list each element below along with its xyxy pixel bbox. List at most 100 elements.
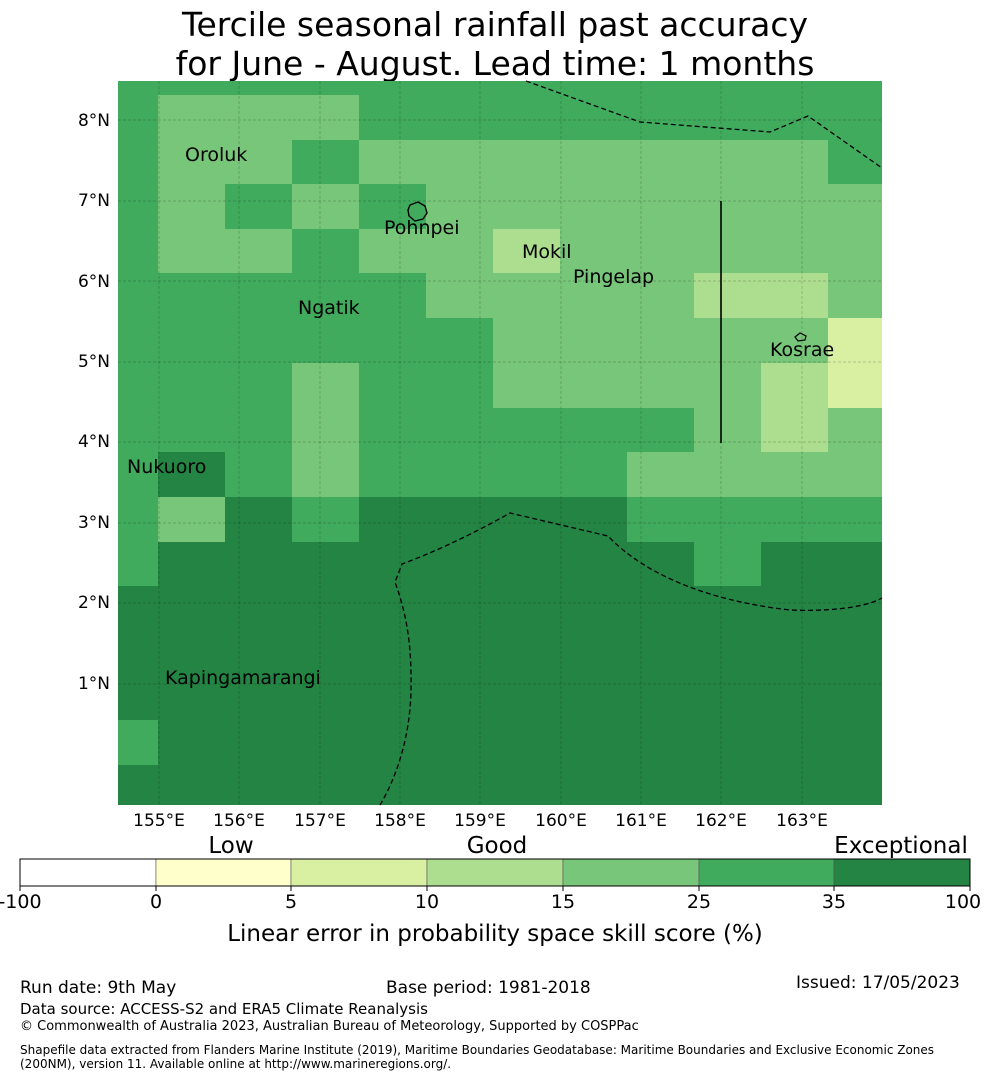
skill-cell bbox=[118, 765, 158, 805]
skill-cell bbox=[828, 318, 882, 363]
skill-cell bbox=[359, 765, 426, 805]
skill-cell bbox=[694, 675, 761, 720]
skill-cell bbox=[158, 497, 225, 542]
skill-cell bbox=[493, 586, 560, 631]
skill-cell bbox=[627, 81, 694, 95]
colorbar-tick-label: 5 bbox=[285, 891, 297, 913]
colorbar-tick-label: 100 bbox=[945, 891, 981, 913]
skill-cell bbox=[359, 586, 426, 631]
skill-cell bbox=[694, 140, 761, 184]
lat-tick-label: 1°N bbox=[78, 674, 110, 694]
skill-cell bbox=[493, 95, 560, 140]
skill-cell bbox=[493, 318, 560, 363]
colorbar-tick-label: 15 bbox=[551, 891, 575, 913]
skill-cell bbox=[158, 765, 225, 805]
skill-cell bbox=[761, 586, 828, 631]
skill-cell bbox=[225, 542, 292, 586]
skill-cell bbox=[225, 452, 292, 497]
shapefile-credit-line-1: Shapefile data extracted from Flanders M… bbox=[20, 1043, 935, 1057]
lat-tick-label: 4°N bbox=[78, 432, 110, 452]
skill-cell bbox=[627, 720, 694, 765]
data-source: Data source: ACCESS-S2 and ERA5 Climate … bbox=[20, 1000, 428, 1018]
skill-cell bbox=[694, 497, 761, 542]
lon-tick-label: 161°E bbox=[615, 811, 667, 831]
skill-cell bbox=[158, 542, 225, 586]
skill-cell bbox=[493, 140, 560, 184]
skill-cell bbox=[158, 229, 225, 273]
skill-cell bbox=[118, 273, 158, 318]
colorbar-swatch bbox=[290, 858, 428, 887]
skill-cell bbox=[158, 363, 225, 408]
place-label-oroluk: Oroluk bbox=[185, 144, 247, 166]
skill-cell bbox=[359, 229, 426, 273]
lon-tick-label: 163°E bbox=[776, 811, 828, 831]
skill-cell bbox=[118, 452, 158, 497]
colorbar-tick-label: 25 bbox=[687, 891, 711, 913]
latitude-axis: 8°N 7°N 6°N 5°N 4°N 3°N 2°N 1°N bbox=[78, 111, 110, 694]
skill-cell bbox=[627, 542, 694, 586]
skill-cell bbox=[828, 631, 882, 675]
colorbar-legend: Low Good Exceptional -100 0 5 10 15 25 3… bbox=[0, 833, 981, 947]
skill-cell bbox=[292, 229, 359, 273]
skill-cell bbox=[761, 140, 828, 184]
colorbar-swatch bbox=[698, 858, 835, 887]
skill-cell bbox=[225, 318, 292, 363]
lon-tick-label: 160°E bbox=[535, 811, 587, 831]
skill-cell bbox=[225, 81, 292, 95]
skill-cell bbox=[426, 363, 493, 408]
skill-cell bbox=[493, 81, 560, 95]
skill-cell bbox=[426, 81, 493, 95]
skill-cell bbox=[118, 95, 158, 140]
skill-cell bbox=[828, 363, 882, 408]
skill-cell bbox=[493, 363, 560, 408]
skill-cell bbox=[292, 586, 359, 631]
skill-cell bbox=[426, 229, 493, 273]
skill-cell bbox=[426, 542, 493, 586]
skill-cell bbox=[560, 497, 627, 542]
colorbar-frame bbox=[19, 858, 971, 887]
skill-cell bbox=[359, 408, 426, 452]
skill-cell bbox=[292, 140, 359, 184]
skill-cell bbox=[627, 631, 694, 675]
skill-cell bbox=[225, 140, 292, 184]
colorbar-swatch bbox=[833, 858, 971, 887]
place-label-nukuoro: Nukuoro bbox=[127, 456, 206, 478]
skill-cell bbox=[118, 497, 158, 542]
place-label-ngatik: Ngatik bbox=[298, 297, 360, 319]
skill-cell bbox=[627, 318, 694, 363]
skill-cell bbox=[359, 631, 426, 675]
colorbar-swatches bbox=[19, 858, 971, 887]
skill-cell bbox=[118, 81, 158, 95]
skill-cell bbox=[694, 363, 761, 408]
skill-cell bbox=[828, 81, 882, 95]
skill-cell bbox=[118, 318, 158, 363]
lat-tick-label: 6°N bbox=[78, 272, 110, 292]
lon-tick-label: 156°E bbox=[213, 811, 265, 831]
skill-grid-cells bbox=[118, 81, 882, 805]
skill-cell bbox=[828, 408, 882, 452]
lon-tick-label: 157°E bbox=[294, 811, 346, 831]
lon-tick-label: 162°E bbox=[695, 811, 747, 831]
skill-cell bbox=[158, 720, 225, 765]
skill-cell bbox=[118, 675, 158, 720]
skill-cell bbox=[292, 765, 359, 805]
skill-cell bbox=[292, 542, 359, 586]
skill-cell bbox=[225, 497, 292, 542]
skill-cell bbox=[761, 765, 828, 805]
skill-cell bbox=[694, 631, 761, 675]
place-label-pohnpei: Pohnpei bbox=[384, 217, 460, 239]
skill-cell bbox=[694, 720, 761, 765]
skill-cell bbox=[158, 452, 225, 497]
skill-cell bbox=[426, 273, 493, 318]
skill-cell bbox=[627, 273, 694, 318]
skill-cell bbox=[761, 542, 828, 586]
skill-cell bbox=[560, 452, 627, 497]
skill-cell bbox=[158, 631, 225, 675]
skill-cell bbox=[158, 140, 225, 184]
skill-cell bbox=[761, 363, 828, 408]
skill-cell bbox=[158, 675, 225, 720]
skill-cell bbox=[359, 363, 426, 408]
skill-cell bbox=[627, 363, 694, 408]
skill-cell bbox=[225, 363, 292, 408]
skill-cell bbox=[694, 542, 761, 586]
